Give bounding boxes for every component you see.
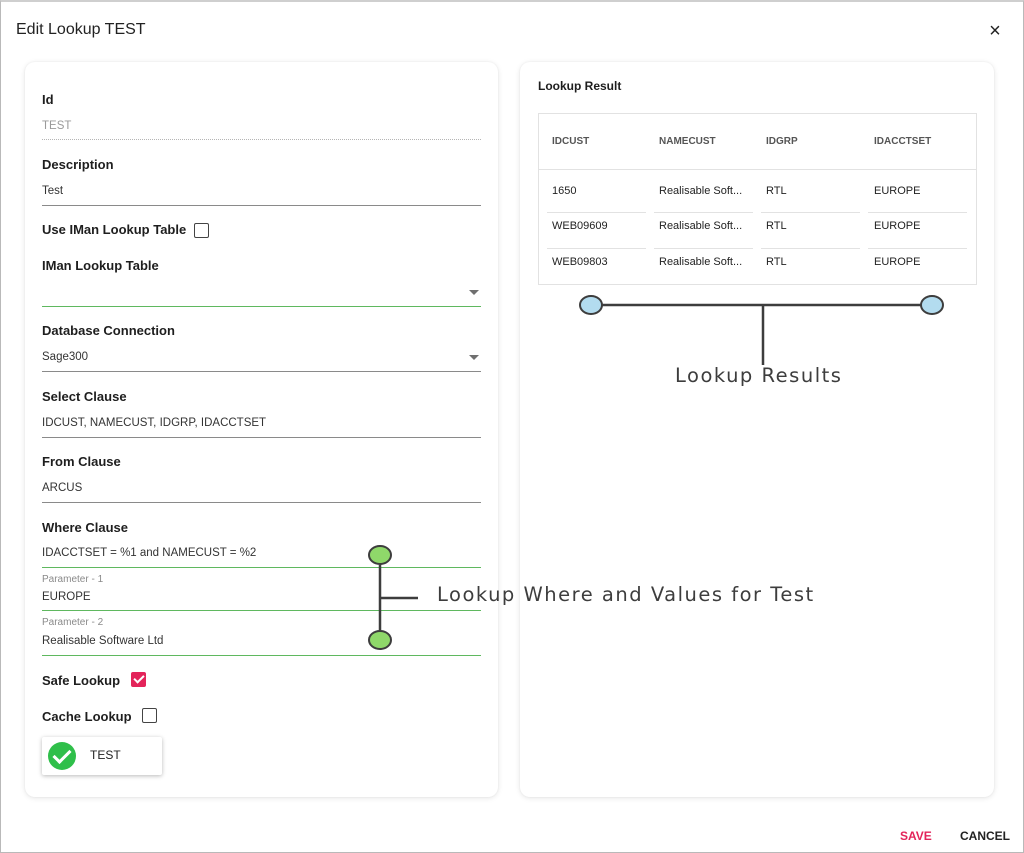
- use-iman-lookup-table-label: Use IMan Lookup Table: [42, 222, 187, 237]
- chevron-down-icon[interactable]: [469, 355, 479, 360]
- iman-lookup-table-label: IMan Lookup Table: [42, 258, 159, 273]
- description-field[interactable]: Test: [42, 185, 64, 197]
- save-button[interactable]: SAVE: [900, 829, 932, 843]
- database-connection-label: Database Connection: [42, 323, 175, 338]
- column-header-idcust: IDCUST: [552, 136, 590, 147]
- parameter-2-field[interactable]: Realisable Software Ltd: [42, 635, 164, 647]
- lookup-result-table: IDCUST NAMECUST IDGRP IDACCTSET 1650 Rea…: [538, 113, 977, 285]
- lookup-form-card: [25, 62, 498, 797]
- chevron-down-icon[interactable]: [469, 290, 479, 295]
- close-icon[interactable]: ×: [989, 20, 1001, 42]
- database-connection-select[interactable]: Sage300: [42, 351, 89, 363]
- parameter-1-field[interactable]: EUROPE: [42, 591, 91, 603]
- safe-lookup-label: Safe Lookup: [42, 673, 121, 688]
- cell-namecust: Realisable Soft...: [659, 220, 743, 232]
- id-underline: [42, 139, 481, 140]
- cell-namecust: Realisable Soft...: [659, 256, 743, 268]
- cache-lookup-checkbox[interactable]: [142, 708, 157, 723]
- cell-idacctset: EUROPE: [874, 185, 921, 197]
- where-clause-field[interactable]: IDACCTSET = %1 and NAMECUST = %2: [42, 547, 257, 559]
- check-circle-icon: [48, 742, 76, 770]
- cell-idacctset: EUROPE: [874, 256, 921, 268]
- header-divider: [539, 169, 976, 170]
- from-clause-label: From Clause: [42, 454, 121, 469]
- dialog-title: Edit Lookup TEST: [16, 21, 146, 38]
- cell-idgrp: RTL: [766, 185, 787, 197]
- from-clause-underline: [42, 502, 481, 503]
- select-clause-label: Select Clause: [42, 389, 127, 404]
- cell-idgrp: RTL: [766, 220, 787, 232]
- cache-lookup-label: Cache Lookup: [42, 709, 132, 724]
- cell-idcust: WEB09609: [552, 220, 608, 232]
- id-field: TEST: [42, 120, 72, 132]
- database-connection-underline: [42, 371, 481, 372]
- id-label: Id: [42, 92, 54, 107]
- cell-idcust: WEB09803: [552, 256, 608, 268]
- description-label: Description: [42, 157, 114, 172]
- cancel-button[interactable]: CANCEL: [960, 829, 1010, 843]
- parameter-2-label: Parameter - 2: [42, 617, 104, 628]
- parameter-2-underline: [42, 655, 481, 656]
- where-clause-label: Where Clause: [42, 520, 128, 535]
- cell-namecust: Realisable Soft...: [659, 185, 743, 197]
- test-button[interactable]: TEST: [42, 737, 162, 775]
- iman-lookup-table-select[interactable]: [42, 287, 442, 301]
- description-underline: [42, 205, 481, 206]
- column-header-idacctset: IDACCTSET: [874, 136, 932, 147]
- cell-idcust: 1650: [552, 185, 577, 197]
- iman-lookup-table-underline: [42, 306, 481, 307]
- column-header-namecust: NAMECUST: [659, 136, 716, 147]
- lookup-result-title: Lookup Result: [538, 79, 622, 93]
- parameter-1-label: Parameter - 1: [42, 574, 104, 585]
- select-clause-underline: [42, 437, 481, 438]
- safe-lookup-checkbox[interactable]: [131, 672, 146, 687]
- parameter-1-underline: [42, 610, 481, 611]
- lookup-results-annotation: Lookup Results: [675, 364, 843, 387]
- lookup-where-annotation: Lookup Where and Values for Test: [437, 583, 815, 606]
- column-header-idgrp: IDGRP: [766, 136, 798, 147]
- use-iman-lookup-table-checkbox[interactable]: [194, 223, 209, 238]
- select-clause-field[interactable]: IDCUST, NAMECUST, IDGRP, IDACCTSET: [42, 417, 267, 429]
- from-clause-field[interactable]: ARCUS: [42, 482, 83, 494]
- cell-idacctset: EUROPE: [874, 220, 921, 232]
- cell-idgrp: RTL: [766, 256, 787, 268]
- test-button-label: TEST: [90, 748, 121, 762]
- where-clause-underline: [42, 567, 481, 568]
